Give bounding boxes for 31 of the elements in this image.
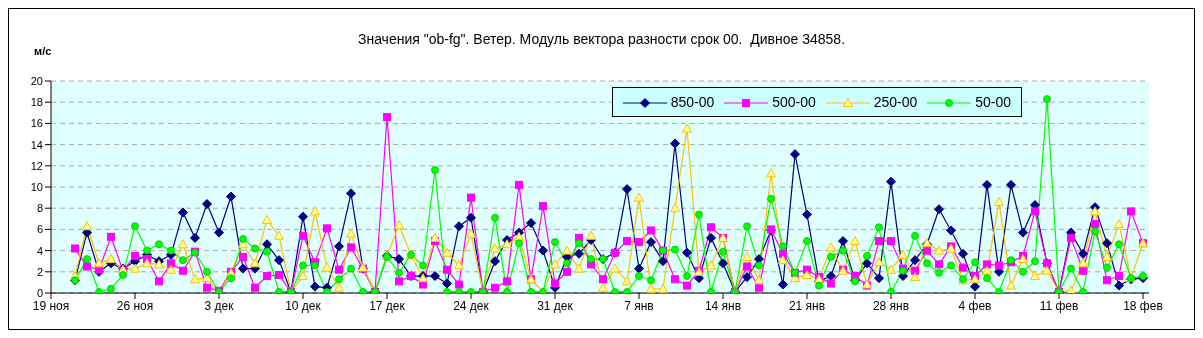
x-tick-label: 24 дек (453, 298, 490, 313)
legend-label: 500-00 (771, 94, 816, 111)
x-tick-label: 11 фев (1039, 298, 1079, 313)
x-tick-label: 28 янв (872, 298, 910, 313)
x-tick-label: 26 ноя (116, 298, 154, 313)
legend-label: 850-00 (669, 94, 715, 111)
chart-title: Значения "ob-fg". Ветер. Модуль вектора разности срок 00. Дивное 34858. (357, 31, 846, 47)
y-tick-label: 16 (30, 117, 43, 130)
y-tick-label: 4 (36, 244, 43, 257)
y-tick-label: 10 (30, 180, 43, 193)
x-tick-label: 4 фев (958, 298, 992, 313)
x-tick-label: 21 янв (788, 298, 826, 313)
x-tick-label: 17 дек (369, 298, 406, 313)
y-tick-label: 8 (36, 202, 43, 215)
x-tick-label: 3 дек (204, 298, 235, 313)
y-axis-title: м/с (34, 45, 52, 57)
y-tick-label: 6 (36, 223, 43, 236)
x-tick-label: 10 дек (285, 298, 322, 313)
y-tick-label: 2 (36, 265, 43, 278)
legend-label: 50-00 (974, 94, 1011, 111)
x-tick-label: 31 дек (537, 298, 574, 313)
x-tick-label: 14 янв (704, 298, 742, 313)
y-tick-label: 12 (30, 159, 43, 172)
y-tick-label: 18 (30, 96, 43, 109)
x-tick-label: 7 янв (624, 298, 654, 313)
legend-label: 250-00 (872, 94, 918, 111)
y-tick-label: 0 (36, 286, 43, 299)
x-tick-label: 19 ноя (32, 298, 70, 313)
x-tick-label: 18 фев (1123, 298, 1163, 313)
y-tick-label: 14 (30, 138, 43, 151)
y-tick-label: 20 (30, 74, 43, 87)
